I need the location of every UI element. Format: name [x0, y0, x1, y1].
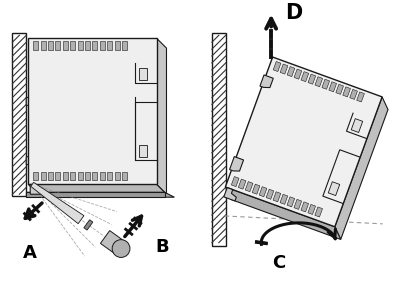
Bar — [33, 41, 38, 50]
Bar — [78, 41, 82, 50]
Polygon shape — [84, 220, 93, 230]
Text: A: A — [23, 244, 37, 262]
Bar — [63, 171, 68, 180]
Polygon shape — [100, 230, 126, 255]
Bar — [28, 38, 157, 184]
Polygon shape — [308, 204, 315, 214]
Bar — [13, 33, 26, 196]
Polygon shape — [31, 182, 84, 224]
Polygon shape — [280, 64, 288, 74]
Polygon shape — [26, 97, 34, 105]
Polygon shape — [315, 77, 323, 87]
Polygon shape — [301, 72, 309, 82]
Polygon shape — [260, 75, 273, 88]
Polygon shape — [294, 199, 302, 210]
Bar — [107, 41, 112, 50]
Polygon shape — [328, 182, 340, 196]
Bar — [115, 171, 120, 180]
Polygon shape — [30, 184, 42, 194]
Polygon shape — [350, 89, 357, 100]
Polygon shape — [157, 38, 166, 194]
Polygon shape — [287, 197, 295, 207]
Bar — [40, 41, 46, 50]
Polygon shape — [343, 87, 350, 97]
Polygon shape — [273, 192, 281, 202]
Bar — [93, 41, 98, 50]
Polygon shape — [294, 69, 302, 79]
Bar — [100, 41, 105, 50]
Bar — [85, 171, 90, 180]
Polygon shape — [351, 119, 363, 132]
Bar — [55, 41, 60, 50]
Polygon shape — [28, 184, 166, 194]
Polygon shape — [336, 84, 344, 94]
Bar — [55, 171, 60, 180]
Polygon shape — [225, 57, 382, 227]
Text: B: B — [156, 239, 169, 256]
Polygon shape — [308, 74, 316, 84]
Bar — [70, 171, 75, 180]
Polygon shape — [230, 157, 244, 171]
Bar — [70, 41, 75, 50]
Bar — [78, 171, 82, 180]
Bar — [100, 171, 105, 180]
Polygon shape — [329, 82, 337, 92]
Bar — [93, 171, 98, 180]
Bar — [33, 171, 38, 180]
Polygon shape — [26, 157, 34, 165]
Bar — [122, 41, 127, 50]
Bar — [107, 171, 112, 180]
Polygon shape — [322, 79, 330, 89]
Polygon shape — [26, 192, 174, 197]
Polygon shape — [357, 92, 364, 102]
Polygon shape — [252, 184, 260, 194]
Text: D: D — [285, 3, 302, 24]
Polygon shape — [245, 182, 253, 192]
Bar — [40, 171, 46, 180]
Polygon shape — [273, 61, 281, 72]
Bar — [212, 33, 226, 246]
Polygon shape — [238, 179, 246, 189]
Bar — [139, 68, 147, 80]
Bar — [122, 171, 127, 180]
Circle shape — [112, 240, 130, 258]
Polygon shape — [259, 187, 267, 197]
Polygon shape — [335, 97, 388, 239]
Polygon shape — [280, 194, 288, 204]
Polygon shape — [266, 189, 274, 199]
Polygon shape — [287, 67, 295, 77]
Polygon shape — [224, 188, 236, 201]
Bar — [63, 41, 68, 50]
Bar — [48, 41, 53, 50]
Bar — [85, 41, 90, 50]
Bar — [26, 192, 164, 197]
Polygon shape — [301, 202, 308, 212]
Text: C: C — [273, 254, 286, 272]
Bar — [115, 41, 120, 50]
Polygon shape — [225, 187, 341, 239]
Bar — [48, 171, 53, 180]
Polygon shape — [315, 207, 322, 217]
Bar — [139, 145, 147, 157]
Polygon shape — [231, 177, 239, 187]
